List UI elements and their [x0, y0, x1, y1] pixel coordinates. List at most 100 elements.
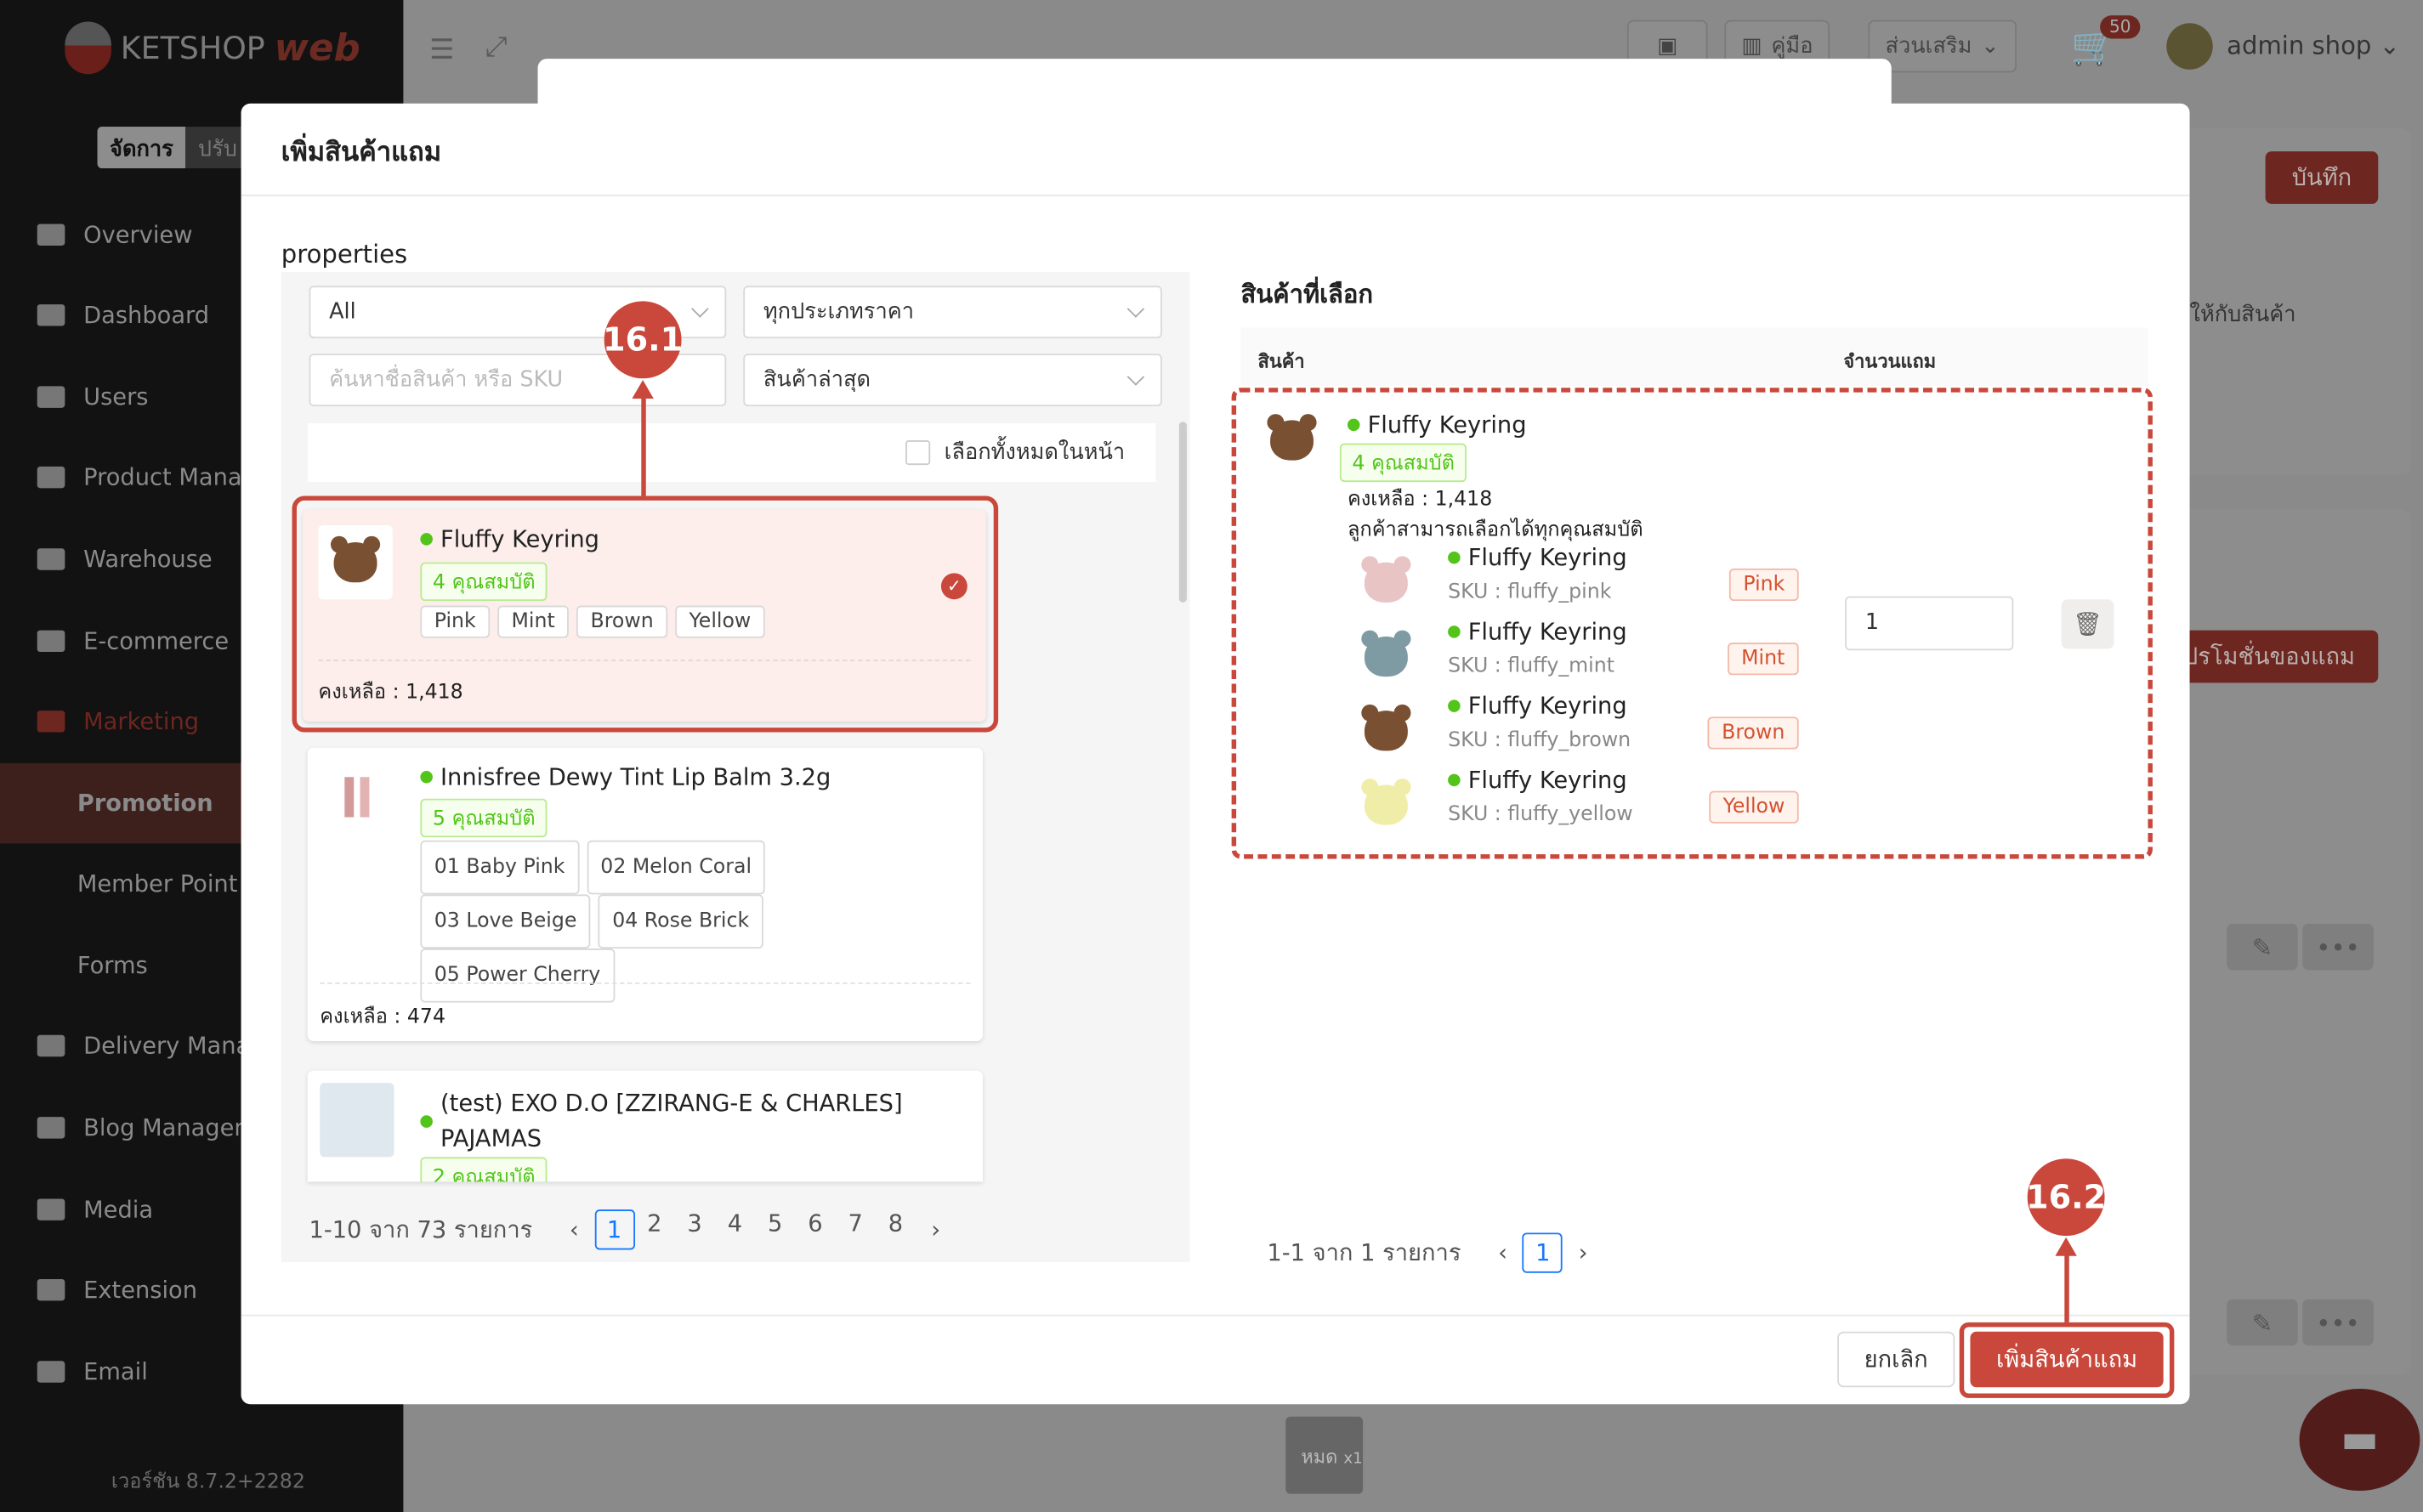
chevron-down-icon — [691, 300, 709, 318]
chevron-down-icon — [1126, 300, 1145, 318]
save-button[interactable]: บันทึก — [2265, 151, 2379, 204]
variant-name-text: Fluffy Keyring — [1467, 543, 1627, 572]
folder-icon — [37, 1198, 65, 1220]
price-type-value: ทุกประเภทราคา — [763, 299, 915, 325]
sidebar-item-overview[interactable]: Overview — [37, 219, 404, 250]
cart-icon — [37, 630, 65, 653]
sidebar-item-media[interactable]: Media — [37, 1194, 404, 1225]
page-button[interactable]: 5 — [767, 1209, 783, 1237]
sidebar-item-label: Marketing — [83, 707, 200, 736]
price-type-select[interactable]: ทุกประเภทราคา — [743, 286, 1162, 339]
add-gift-product-modal: เพิ่มสินค้าแถม properties All ทุกประเภทร… — [241, 103, 2190, 1405]
sidebar-item-member-point[interactable]: Member Point — [0, 843, 366, 924]
sidebar-item-users[interactable]: Users — [37, 382, 404, 412]
sidebar-item-label: Forms — [77, 951, 148, 980]
variant-tag: 04 Rose Brick — [598, 894, 763, 949]
prev-page-icon[interactable]: ‹ — [569, 1215, 579, 1244]
product-card[interactable]: Innisfree Dewy Tint Lip Balm 3.2g 5 คุณส… — [307, 747, 983, 1042]
product-name: Fluffy Keyring — [420, 525, 599, 553]
product-thumbnail — [320, 1083, 394, 1158]
page-button[interactable]: 1 — [593, 1209, 635, 1250]
fullscreen-icon[interactable]: ⤢ — [485, 31, 508, 64]
addons-label: ส่วนเสริม — [1885, 33, 1972, 59]
selectable-note: ลูกค้าสามารถเลือกได้ทุกคุณสมบัติ — [1347, 518, 1643, 542]
sidebar-item-e-commerce[interactable]: E-commerce — [37, 626, 404, 656]
sidebar-item-label: Email — [83, 1357, 148, 1386]
trash-icon[interactable]: 🗑 — [2061, 599, 2114, 649]
variant-name-text: Fluffy Keyring — [1467, 692, 1627, 721]
quantity-input[interactable]: 1 — [1845, 596, 2014, 651]
variant-name-text: Fluffy Keyring — [1467, 766, 1627, 795]
variant-sku: SKU : fluffy_yellow — [1448, 803, 1633, 827]
user-menu[interactable]: admin shop ⌄ — [2227, 31, 2400, 60]
select-all-checkbox[interactable] — [905, 440, 931, 466]
selected-product-name: Fluffy Keyring — [1347, 411, 1527, 439]
status-dot — [1448, 699, 1461, 712]
product-thumbnail — [320, 760, 394, 834]
megaphone-icon — [37, 711, 65, 733]
page-button[interactable]: 2 — [647, 1209, 662, 1237]
variant-sku: SKU : fluffy_brown — [1448, 728, 1631, 753]
attribute-count-badge: 5 คุณสมบัติ — [420, 798, 548, 838]
page-button[interactable]: 8 — [888, 1209, 904, 1237]
page-button[interactable]: 6 — [808, 1209, 823, 1237]
variant-tag: Brown — [1707, 716, 1799, 750]
sidebar-item-marketing[interactable]: Marketing — [37, 706, 404, 737]
edit-icon[interactable]: ✎ — [2227, 1299, 2298, 1346]
sidebar-item-email[interactable]: Email — [37, 1356, 404, 1387]
scrollbar[interactable] — [1178, 422, 1187, 603]
arrow-up-icon — [632, 380, 654, 399]
next-page-icon[interactable]: › — [1578, 1238, 1588, 1267]
variant-tag: 02 Melon Coral — [586, 840, 766, 895]
sidebar-item-forms[interactable]: Forms — [0, 926, 366, 1006]
logo[interactable]: KETSHOP web — [65, 21, 360, 75]
variant-tag: 03 Love Beige — [420, 894, 591, 949]
variant-name: Fluffy Keyring — [1448, 766, 1627, 795]
sidebar-item-warehouse[interactable]: Warehouse — [37, 544, 404, 575]
background-thumbnail: หมด x1 — [1285, 1416, 1364, 1494]
callout-badge: 16.2 — [2026, 1158, 2106, 1237]
menu-collapse-icon[interactable]: ☰ — [429, 33, 455, 67]
variant-name-text: Fluffy Keyring — [1467, 618, 1627, 646]
attribute-count-badge: 2 คุณสมบัติ — [420, 1157, 548, 1182]
callout-badge: 16.1 — [603, 301, 683, 379]
stock-label: คงเหลือ : 1,418 — [1347, 488, 1493, 512]
next-page-icon[interactable]: › — [931, 1215, 941, 1244]
avatar[interactable] — [2166, 23, 2213, 70]
promo-gift-button[interactable]: โปรโมชั่นของแถม — [2163, 630, 2379, 683]
sidebar-item-label: Promotion — [77, 789, 213, 818]
select-all-label: เลือกทั้งหมดในหน้า — [944, 440, 1126, 466]
product-card[interactable]: (test) EXO D.O [ZZIRANG-E & CHARLES] PAJ… — [307, 1070, 983, 1182]
more-icon[interactable]: ••• — [2302, 1299, 2374, 1346]
product-card[interactable]: Fluffy Keyring 4 คุณสมบัติ Pink Mint Brown… — [303, 509, 986, 722]
status-dot — [1347, 418, 1360, 432]
addons-dropdown[interactable]: ส่วนเสริม ⌄ — [1868, 20, 2017, 73]
edit-icon[interactable]: ✎ — [2227, 923, 2298, 971]
product-name: Innisfree Dewy Tint Lip Balm 3.2g — [420, 763, 831, 791]
selected-check-icon[interactable]: ✓ — [940, 573, 967, 600]
variant-name: Fluffy Keyring — [1448, 544, 1627, 572]
chat-icon[interactable]: ▬ — [2299, 1389, 2420, 1491]
cancel-button[interactable]: ยกเลิก — [1837, 1331, 1955, 1388]
book-icon: ▥ — [1741, 33, 1762, 59]
page-button[interactable]: 4 — [727, 1209, 743, 1237]
mode-toggle[interactable]: จัดการ ปรับ — [97, 127, 250, 169]
sidebar-item-extension[interactable]: Extension — [37, 1275, 404, 1305]
mode-customize[interactable]: ปรับ — [185, 127, 250, 169]
sidebar-item-dashboard[interactable]: Dashboard — [37, 300, 404, 331]
page-button[interactable]: 3 — [687, 1209, 702, 1237]
variant-name: Fluffy Keyring — [1448, 692, 1627, 720]
page-button[interactable]: 1 — [1523, 1232, 1563, 1273]
page-button[interactable]: 7 — [848, 1209, 863, 1237]
mode-manage[interactable]: จัดการ — [97, 127, 186, 169]
puzzle-icon — [37, 1278, 65, 1301]
more-icon[interactable]: ••• — [2302, 923, 2374, 971]
col-qty: จำนวนแถม — [1843, 350, 1937, 373]
sidebar-item-label: Overview — [83, 220, 193, 249]
add-gift-button[interactable]: เพิ่มสินค้าแถม — [1970, 1331, 2164, 1388]
sort-select[interactable]: สินค้าล่าสุด — [743, 354, 1162, 407]
thumb-label: หมด — [1301, 1446, 1338, 1468]
variant-row: Fluffy Keyring SKU : fluffy_pink Pink — [1357, 544, 1799, 615]
prev-page-icon[interactable]: ‹ — [1498, 1238, 1508, 1267]
product-name-text: Fluffy Keyring — [440, 524, 599, 553]
